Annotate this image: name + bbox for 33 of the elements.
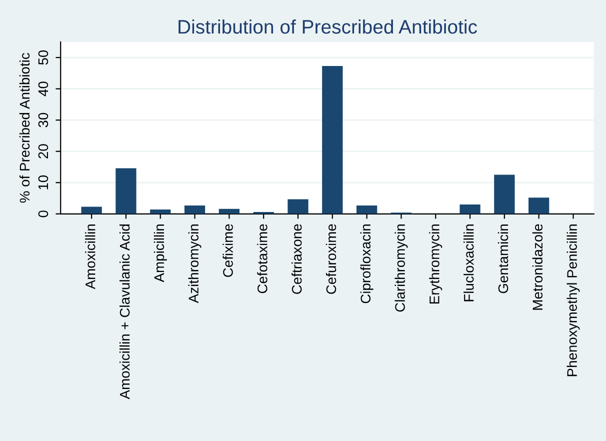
bar bbox=[288, 199, 308, 214]
y-axis-title: % of Precribed Antibiotic bbox=[19, 52, 30, 203]
bar bbox=[81, 206, 102, 214]
bar bbox=[460, 204, 480, 214]
bar bbox=[150, 210, 171, 214]
x-tick-label: Cefotaxime bbox=[257, 224, 268, 294]
y-tick-label: 40 bbox=[38, 82, 48, 96]
x-tick-label: Clarithromycin bbox=[394, 224, 408, 312]
y-tick-label: 50 bbox=[38, 50, 48, 65]
y-tick-label: 30 bbox=[38, 112, 48, 128]
x-tick-label: Amoxicillin + Clavulanic Acid bbox=[119, 224, 130, 400]
x-tick-label: Erythromycin bbox=[429, 224, 442, 304]
bar bbox=[184, 205, 206, 214]
bar bbox=[494, 174, 515, 214]
x-tick-label: Azithromycin bbox=[188, 224, 202, 304]
x-tick-label: Cefuroxime bbox=[326, 224, 336, 294]
x-tick-label: Ceftriaxone bbox=[292, 224, 302, 294]
bar bbox=[116, 168, 136, 214]
bar bbox=[356, 205, 378, 214]
x-tick-label: Flucloxacillin bbox=[464, 224, 474, 302]
bar bbox=[528, 198, 550, 214]
x-tick-label: Cefixime bbox=[222, 224, 233, 277]
x-tick-label: Ciprofloxacin bbox=[360, 224, 374, 304]
y-tick-label: 20 bbox=[38, 144, 48, 158]
y-tick-label: 0 bbox=[38, 210, 48, 218]
x-tick-label: Metronidazole bbox=[532, 224, 543, 310]
bar bbox=[322, 66, 343, 214]
chart-title: Distribution of Prescribed Antibiotic bbox=[178, 19, 477, 34]
x-tick-label: Phenoxymethyl Penicillin bbox=[566, 224, 580, 376]
x-tick-label: Ampicillin bbox=[154, 224, 167, 282]
x-tick-label: Amoxicillin bbox=[85, 224, 96, 290]
x-tick-label: Gentamicin bbox=[498, 224, 508, 294]
y-tick-label: 10 bbox=[38, 175, 48, 190]
